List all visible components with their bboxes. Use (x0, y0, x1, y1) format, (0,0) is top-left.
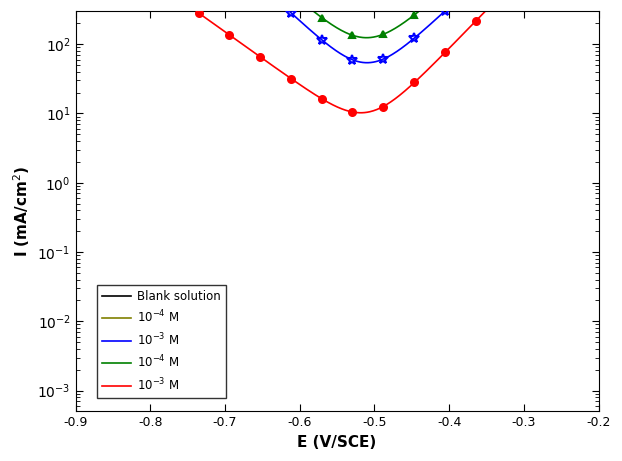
Y-axis label: I (mA/cm$^{2}$): I (mA/cm$^{2}$) (11, 165, 32, 257)
X-axis label: E (V/SCE): E (V/SCE) (297, 435, 377, 450)
Legend: Blank solution, $10^{-4}$ M, $10^{-3}$ M, $10^{-4}$ M, $10^{-3}$ M: Blank solution, $10^{-4}$ M, $10^{-3}$ M… (97, 285, 226, 397)
